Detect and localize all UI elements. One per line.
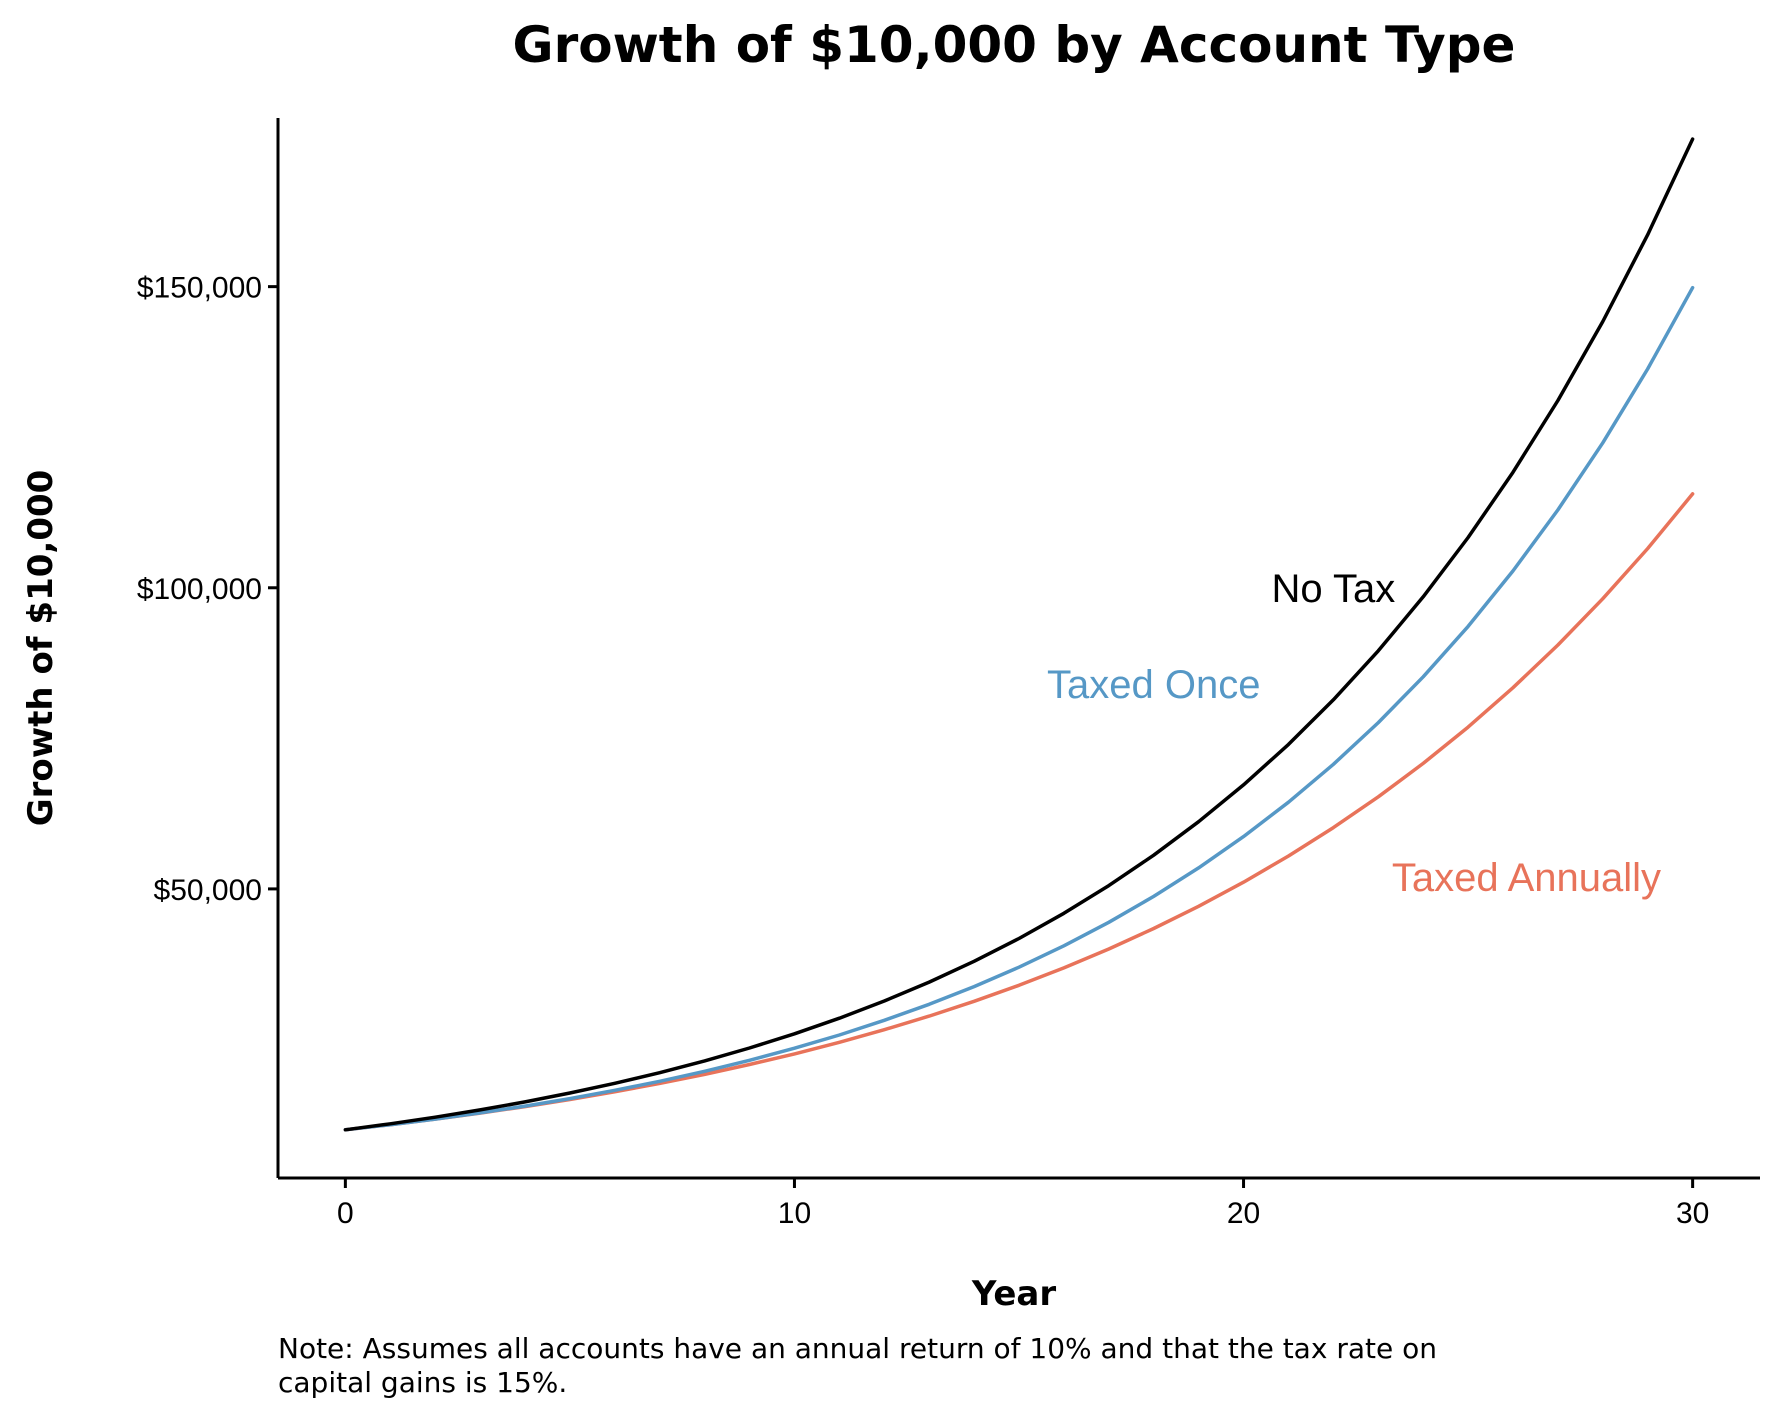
series-line-taxed-annually xyxy=(343,492,1695,1132)
series-label-taxed-annually: Taxed Annually xyxy=(1392,856,1661,900)
y-tick-label: $50,000 xyxy=(154,874,262,907)
x-tick-label: 30 xyxy=(1676,1197,1709,1230)
series-lines xyxy=(343,137,1695,1132)
y-axis-title: Growth of $10,000 xyxy=(21,470,61,827)
x-axis-title: Year xyxy=(971,1274,1057,1314)
series-label-no-tax: No Tax xyxy=(1271,567,1395,611)
series-line-taxed-once xyxy=(343,285,1695,1132)
x-tick-label: 20 xyxy=(1227,1197,1260,1230)
series-line-no-tax xyxy=(343,137,1695,1132)
y-tick-label: $100,000 xyxy=(137,573,262,606)
x-tick-label: 10 xyxy=(778,1197,811,1230)
chart-title: Growth of $10,000 by Account Type xyxy=(513,16,1516,74)
footnote-line-2: capital gains is 15%. xyxy=(278,1366,567,1399)
plot-area: $50,000 $100,000 $150,000 0 10 20 30 No Tax Ta… xyxy=(137,118,1760,1230)
footnote-line-1: Note: Assumes all accounts have an annua… xyxy=(278,1332,1437,1365)
series-label-taxed-once: Taxed Once xyxy=(1047,663,1260,707)
y-tick-label: $150,000 xyxy=(137,272,262,305)
y-axis-ticks: $50,000 $100,000 $150,000 xyxy=(137,272,278,907)
series-labels: No Tax Taxed Once Taxed Annually xyxy=(1047,567,1661,900)
x-tick-label: 0 xyxy=(337,1197,354,1230)
x-axis-ticks: 0 10 20 30 xyxy=(337,1178,1709,1230)
